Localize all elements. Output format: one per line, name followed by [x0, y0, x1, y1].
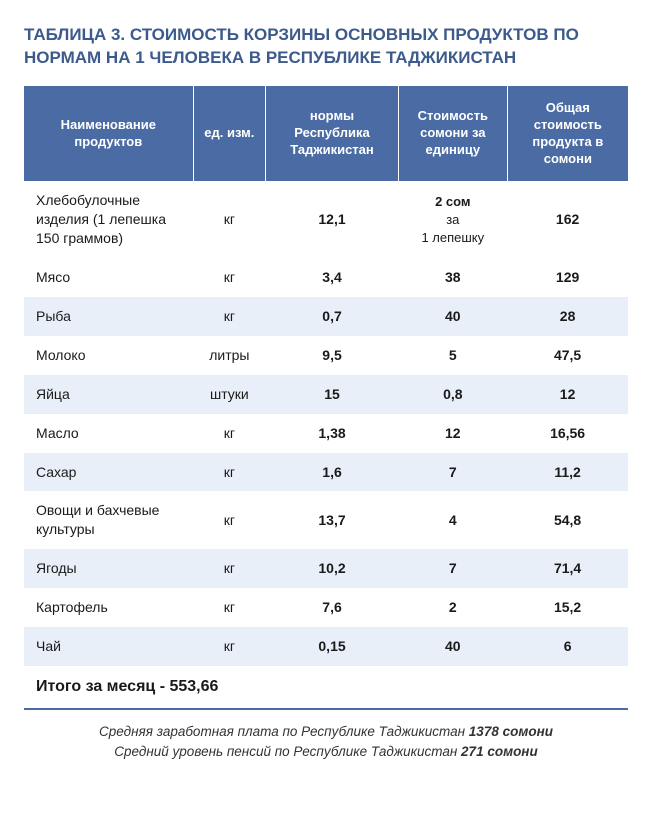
table-row: Молоколитры9,5547,5: [24, 336, 628, 375]
cell-norm: 7,6: [266, 588, 399, 627]
cell-unit: кг: [193, 414, 265, 453]
cell-unit: кг: [193, 491, 265, 549]
cell-name: Хлебобулочные изделия (1 лепешка 150 гра…: [24, 181, 193, 258]
cell-total: 129: [507, 258, 628, 297]
cell-norm: 0,7: [266, 297, 399, 336]
cell-name: Ягоды: [24, 549, 193, 588]
table-row: Картофелькг7,6215,2: [24, 588, 628, 627]
price-sub2: 1 лепешку: [406, 229, 499, 247]
cell-price: 2: [398, 588, 507, 627]
table-row: Рыбакг0,74028: [24, 297, 628, 336]
cell-name: Рыба: [24, 297, 193, 336]
cell-name: Чай: [24, 627, 193, 666]
table-row: Ягодыкг10,2771,4: [24, 549, 628, 588]
cell-norm: 13,7: [266, 491, 399, 549]
col-header-name: Наименование продуктов: [24, 86, 193, 182]
cell-unit: кг: [193, 549, 265, 588]
table-row: Сахаркг1,6711,2: [24, 453, 628, 492]
cell-price: 5: [398, 336, 507, 375]
cell-unit: кг: [193, 258, 265, 297]
footer-salary-value: 1378 сомони: [469, 724, 553, 739]
price-sub1: за: [406, 211, 499, 229]
cell-norm: 15: [266, 375, 399, 414]
cell-total: 162: [507, 181, 628, 258]
footer-notes: Средняя заработная плата по Республике Т…: [24, 722, 628, 763]
total-label: Итого за месяц - 553,66: [24, 666, 628, 709]
cell-name: Картофель: [24, 588, 193, 627]
footer-pension-value: 271 сомони: [461, 744, 538, 759]
cell-name: Овощи и бахчевые культуры: [24, 491, 193, 549]
table-header-row: Наименование продуктов ед. изм. нормы Ре…: [24, 86, 628, 182]
cell-price: 40: [398, 627, 507, 666]
col-header-unit: ед. изм.: [193, 86, 265, 182]
cell-total: 28: [507, 297, 628, 336]
col-header-total: Общая стоимость продукта в сомони: [507, 86, 628, 182]
cell-total: 16,56: [507, 414, 628, 453]
table-row: Овощи и бахчевые культурыкг13,7454,8: [24, 491, 628, 549]
cell-norm: 9,5: [266, 336, 399, 375]
cell-unit: кг: [193, 588, 265, 627]
col-header-price: Стоимость сомони за единицу: [398, 86, 507, 182]
total-row: Итого за месяц - 553,66: [24, 666, 628, 709]
cell-norm: 1,38: [266, 414, 399, 453]
cell-price: 38: [398, 258, 507, 297]
cell-unit: кг: [193, 627, 265, 666]
cell-price: 7: [398, 453, 507, 492]
cell-price: 7: [398, 549, 507, 588]
cell-total: 11,2: [507, 453, 628, 492]
table-row: Мясокг3,438129: [24, 258, 628, 297]
cell-unit: кг: [193, 181, 265, 258]
cell-total: 71,4: [507, 549, 628, 588]
cell-norm: 1,6: [266, 453, 399, 492]
footer-pension-text: Средний уровень пенсий по Республике Тад…: [114, 744, 461, 759]
table-row: Яйцаштуки150,812: [24, 375, 628, 414]
footer-line-salary: Средняя заработная плата по Республике Т…: [24, 722, 628, 742]
cell-name: Яйца: [24, 375, 193, 414]
cell-name: Масло: [24, 414, 193, 453]
cell-price: 40: [398, 297, 507, 336]
cell-norm: 3,4: [266, 258, 399, 297]
products-table: Наименование продуктов ед. изм. нормы Ре…: [24, 86, 628, 710]
cell-name: Мясо: [24, 258, 193, 297]
cell-total: 12: [507, 375, 628, 414]
cell-unit: штуки: [193, 375, 265, 414]
cell-name: Молоко: [24, 336, 193, 375]
cell-total: 54,8: [507, 491, 628, 549]
cell-norm: 10,2: [266, 549, 399, 588]
table-row: Маслокг1,381216,56: [24, 414, 628, 453]
cell-unit: кг: [193, 297, 265, 336]
table-row: Чайкг0,15406: [24, 627, 628, 666]
price-main: 2 сом: [406, 193, 499, 211]
cell-norm: 0,15: [266, 627, 399, 666]
cell-total: 47,5: [507, 336, 628, 375]
cell-unit: кг: [193, 453, 265, 492]
cell-price: 2 сомза1 лепешку: [398, 181, 507, 258]
table-title: ТАБЛИЦА 3. СТОИМОСТЬ КОРЗИНЫ ОСНОВНЫХ ПР…: [24, 24, 628, 70]
cell-price: 12: [398, 414, 507, 453]
cell-unit: литры: [193, 336, 265, 375]
cell-total: 15,2: [507, 588, 628, 627]
table-row: Хлебобулочные изделия (1 лепешка 150 гра…: [24, 181, 628, 258]
footer-line-pension: Средний уровень пенсий по Республике Тад…: [24, 742, 628, 762]
cell-name: Сахар: [24, 453, 193, 492]
cell-norm: 12,1: [266, 181, 399, 258]
cell-total: 6: [507, 627, 628, 666]
footer-salary-text: Средняя заработная плата по Республике Т…: [99, 724, 469, 739]
cell-price: 4: [398, 491, 507, 549]
col-header-norm: нормы Республика Таджикистан: [266, 86, 399, 182]
cell-price: 0,8: [398, 375, 507, 414]
